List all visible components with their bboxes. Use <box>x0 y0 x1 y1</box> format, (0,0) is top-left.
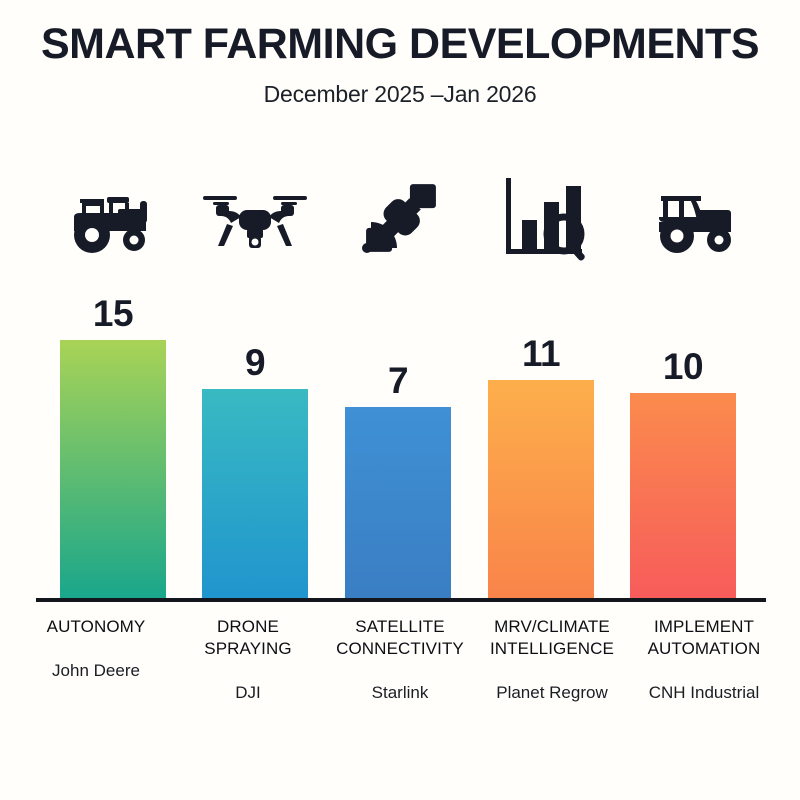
category-label-row: AUTONOMY John Deere DRONE SPRAYING DJI S… <box>20 616 780 703</box>
icon-row <box>36 166 766 270</box>
label-cell-drone-spraying: DRONE SPRAYING DJI <box>172 616 324 703</box>
header: SMART FARMING DEVELOPMENTS December 2025… <box>0 20 800 108</box>
icon-cell-implement-automation <box>620 166 766 270</box>
bar-mrv-climate-intelligence[interactable] <box>488 380 594 602</box>
category-label-autonomy: AUTONOMY <box>46 617 146 636</box>
company-label-mrv-climate-intelligence: Planet Regrow <box>496 682 608 702</box>
satellite-icon <box>355 176 447 260</box>
bar-chart-plot: 15 9 7 11 10 <box>36 280 766 602</box>
bar-value-drone-spraying: 9 <box>244 342 266 383</box>
bar-value-mrv-climate-intelligence: 11 <box>521 333 561 374</box>
bar-implement-automation[interactable] <box>630 393 736 602</box>
category-label-satellite-connectivity: SATELLITE CONNECTIVITY <box>336 617 464 658</box>
company-label-implement-automation: CNH Industrial <box>648 682 760 702</box>
x-axis-line <box>36 598 766 602</box>
label-cell-satellite-connectivity: SATELLITE CONNECTIVITY Starlink <box>324 616 476 703</box>
icon-cell-autonomy <box>36 166 182 270</box>
drone-icon <box>199 180 311 256</box>
tractor-icon <box>62 179 156 257</box>
bar-value-implement-automation: 10 <box>662 346 704 387</box>
bar-autonomy[interactable] <box>60 340 166 602</box>
company-label-drone-spraying: DJI <box>235 682 261 702</box>
analytics-icon <box>502 174 592 262</box>
label-cell-autonomy: AUTONOMY John Deere <box>20 616 172 703</box>
category-label-drone-spraying: DRONE SPRAYING <box>204 617 292 658</box>
bar-value-satellite-connectivity: 7 <box>387 360 409 401</box>
category-label-implement-automation: IMPLEMENT AUTOMATION <box>647 617 761 658</box>
label-cell-mrv-climate-intelligence: MRV/CLIMATE INTELLIGENCE Planet Regrow <box>476 616 628 703</box>
bar-value-autonomy: 15 <box>92 293 134 334</box>
label-cell-implement-automation: IMPLEMENT AUTOMATION CNH Industrial <box>628 616 780 703</box>
company-label-satellite-connectivity: Starlink <box>371 682 429 702</box>
bar-drone-spraying[interactable] <box>202 389 308 602</box>
tractor-outline-icon <box>645 182 741 254</box>
page-subtitle: December 2025 –Jan 2026 <box>263 81 537 108</box>
company-label-autonomy: John Deere <box>52 660 140 680</box>
bar-satellite-connectivity[interactable] <box>345 407 451 602</box>
category-label-mrv-climate-intelligence: MRV/CLIMATE INTELLIGENCE <box>489 617 614 658</box>
icon-cell-satellite-connectivity <box>328 166 474 270</box>
icon-cell-mrv-climate-intelligence <box>474 166 620 270</box>
page-title: SMART FARMING DEVELOPMENTS <box>40 20 760 68</box>
icon-cell-drone-spraying <box>182 166 328 270</box>
